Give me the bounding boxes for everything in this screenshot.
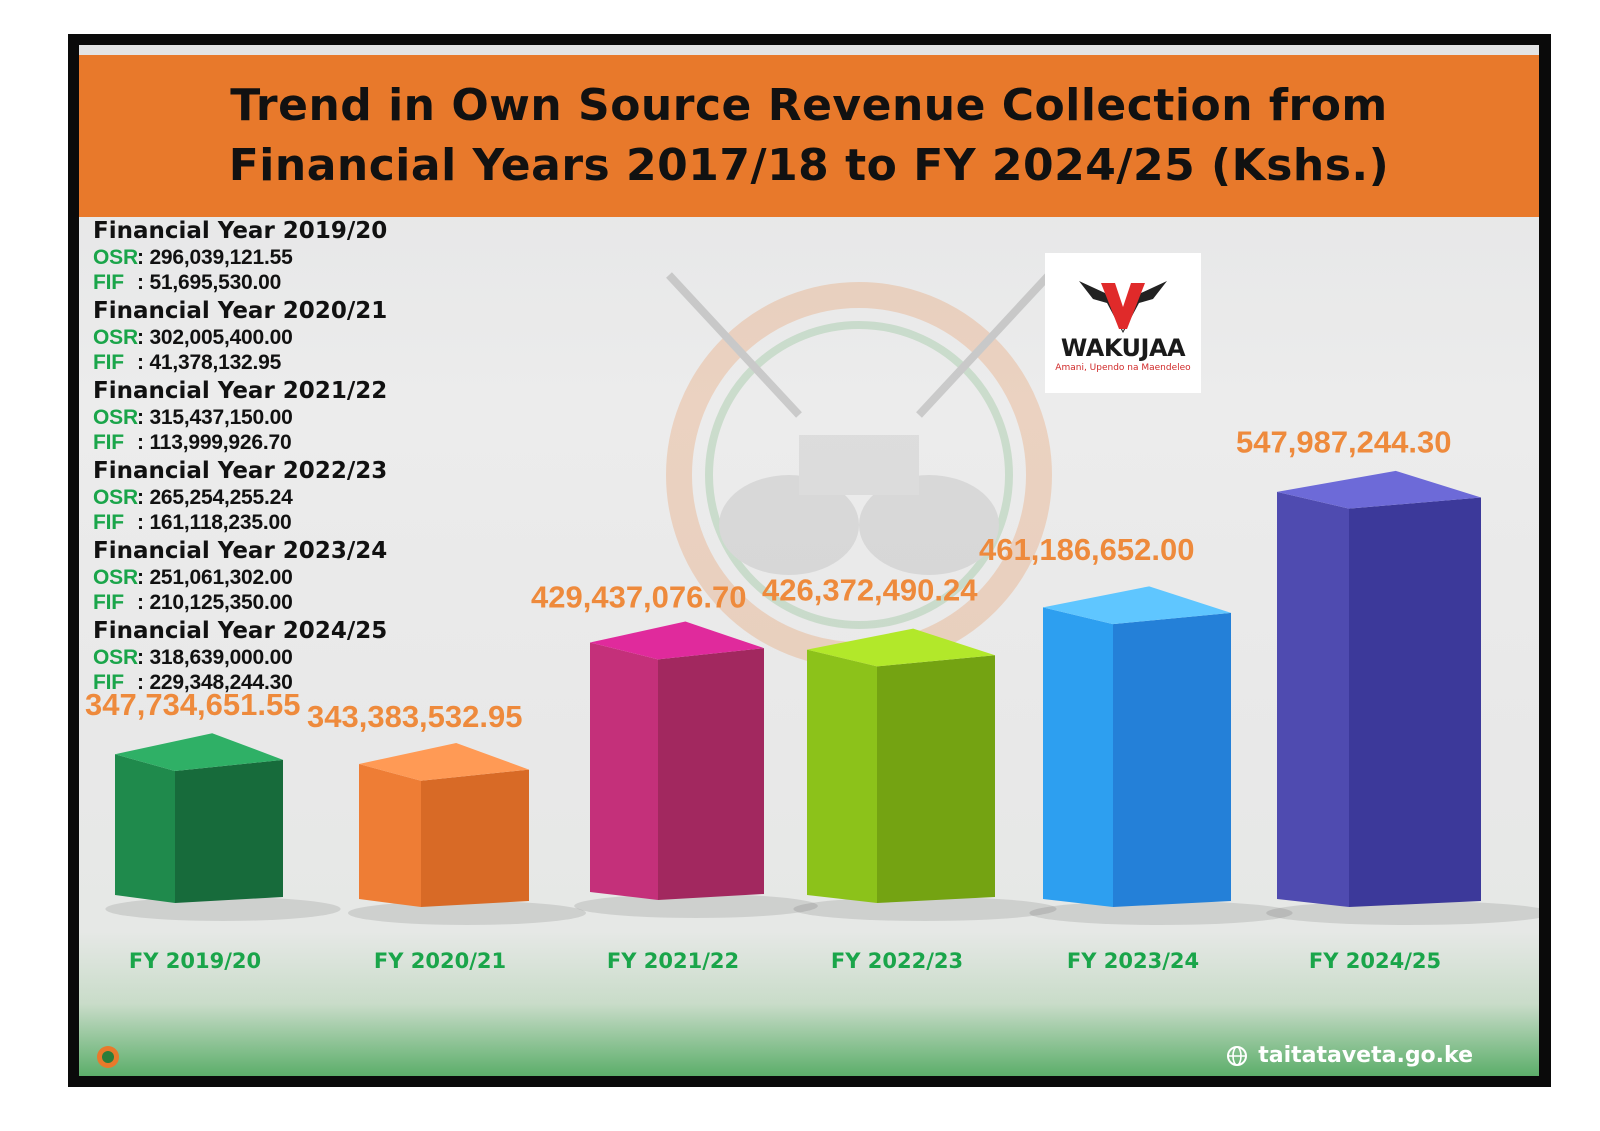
category-label: FY 2022/23 <box>831 949 963 973</box>
bar-value-label: 347,734,651.55 <box>85 687 301 722</box>
logo-wordmark: WAKUJAA <box>1060 334 1186 362</box>
globe-icon <box>1227 1045 1248 1066</box>
breakdown-fif-label: FIF <box>93 511 124 534</box>
breakdown-fif-value: 229,348,244.30 <box>149 671 293 694</box>
bar-value-label: 426,372,490.24 <box>762 572 978 607</box>
bar-front-face <box>877 655 995 903</box>
breakdown-osr-value: 315,437,150.00 <box>149 406 293 429</box>
bar-shadow <box>574 894 818 918</box>
bar-top-face <box>1043 586 1231 625</box>
website-url[interactable]: taitataveta.go.ke <box>1258 1043 1473 1068</box>
bar-front-face <box>1113 612 1231 907</box>
breakdown-osr-row: OSR: 296,039,121.55 <box>93 246 293 269</box>
breakdown-osr-value: 265,254,255.24 <box>149 486 293 509</box>
bar-shadow <box>348 901 586 925</box>
category-label: FY 2024/25 <box>1309 949 1441 973</box>
breakdown-fif-label: FIF <box>93 431 124 454</box>
logo-tagline: Amani, Upendo na Maendeleo <box>1055 363 1191 373</box>
breakdown-item: Financial Year 2021/22 OSR: 315,437,150.0… <box>93 377 513 455</box>
breakdown-title: Financial Year 2022/23 <box>93 458 388 484</box>
bar-top-face <box>807 628 995 667</box>
category-label: FY 2023/24 <box>1067 949 1199 973</box>
breakdown-osr-value: 318,639,000.00 <box>149 646 293 669</box>
breakdown-item: Financial Year 2023/24 OSR: 251,061,302.0… <box>93 537 513 615</box>
breakdown-osr-label: OSR <box>93 246 138 269</box>
bar-shadow <box>1266 901 1539 925</box>
breakdown-fif-value: 210,125,350.00 <box>149 591 293 614</box>
breakdown-item: Financial Year 2019/20 OSR: 296,039,121.5… <box>93 217 513 295</box>
breakdown-osr-row: OSR: 265,254,255.24 <box>93 486 293 509</box>
breakdown-osr-value: 302,005,400.00 <box>149 326 293 349</box>
chart-title-line-2: Financial Years 2017/18 to FY 2024/25 (K… <box>228 140 1390 191</box>
bar-side-face <box>1277 491 1349 907</box>
chart-title-line-1: Trend in Own Source Revenue Collection f… <box>230 80 1388 131</box>
infographic-panel: Trend in Own Source Revenue Collection f… <box>79 45 1539 1076</box>
wakujaa-logo: WAKUJAA Amani, Upendo na Maendeleo <box>1045 253 1201 393</box>
breakdown-fif-row: FIF: 229,348,244.30 <box>93 671 293 694</box>
breakdown-fif-row: FIF: 51,695,530.00 <box>93 271 282 294</box>
breakdown-fif-label: FIF <box>93 591 124 614</box>
breakdown-fif-row: FIF: 161,118,235.00 <box>93 511 292 534</box>
bar-top-face <box>1277 470 1481 509</box>
breakdown-fif-value: 51,695,530.00 <box>149 271 282 294</box>
breakdown-title: Financial Year 2021/22 <box>93 378 388 404</box>
breakdown-fif-row: FIF: 113,999,926.70 <box>93 431 292 454</box>
revenue-bar-chart: 347,734,651.55 FY 2019/20 343,383,532.95 FY… <box>85 425 1539 973</box>
breakdown-osr-label: OSR <box>93 406 138 429</box>
breakdown-osr-label: OSR <box>93 566 138 589</box>
category-label: FY 2019/20 <box>129 949 261 973</box>
bar-top-face <box>590 621 764 660</box>
category-label: FY 2020/21 <box>374 949 506 973</box>
bar-shadow <box>793 897 1057 921</box>
bar-shadow <box>105 897 341 921</box>
bar-front-face <box>175 759 283 903</box>
bar-front-face <box>421 769 529 907</box>
bar-value-label: 429,437,076.70 <box>531 579 747 614</box>
county-crest-icon <box>97 1046 119 1068</box>
breakdown-fif-label: FIF <box>93 671 124 694</box>
breakdown-fif-value: 113,999,926.70 <box>149 431 292 454</box>
bar-side-face <box>1043 607 1113 907</box>
bar-top-face <box>115 733 283 772</box>
breakdown-item: Financial Year 2022/23 OSR: 265,254,255.2… <box>93 457 513 535</box>
breakdown-osr-value: 251,061,302.00 <box>149 566 293 589</box>
title-band: Trend in Own Source Revenue Collection f… <box>79 55 1539 217</box>
wings-w-icon <box>1079 281 1167 333</box>
bar-top-face <box>359 742 529 781</box>
breakdown-osr-row: OSR: 318,639,000.00 <box>93 646 293 669</box>
bar-side-face <box>115 754 175 903</box>
bar-value-label: 547,987,244.30 <box>1236 425 1452 460</box>
breakdown-osr-value: 296,039,121.55 <box>149 246 293 269</box>
breakdown-title: Financial Year 2020/21 <box>93 298 388 324</box>
bar-shadow <box>1029 901 1293 925</box>
breakdown-title: Financial Year 2023/24 <box>93 538 388 564</box>
breakdown-fif-label: FIF <box>93 351 124 374</box>
breakdown-osr-label: OSR <box>93 326 138 349</box>
bar-side-face <box>590 642 658 900</box>
breakdown-osr-label: OSR <box>93 646 138 669</box>
breakdown-list: Financial Year 2019/20 OSR: 296,039,121.5… <box>93 217 513 697</box>
breakdown-title: Financial Year 2019/20 <box>93 218 388 244</box>
breakdown-osr-row: OSR: 315,437,150.00 <box>93 406 293 429</box>
breakdown-fif-row: FIF: 210,125,350.00 <box>93 591 293 614</box>
category-label: FY 2021/22 <box>607 949 739 973</box>
bar-front-face <box>1349 497 1481 907</box>
breakdown-osr-label: OSR <box>93 486 138 509</box>
breakdown-osr-row: OSR: 251,061,302.00 <box>93 566 293 589</box>
breakdown-item: Financial Year 2020/21 OSR: 302,005,400.0… <box>93 297 513 375</box>
breakdown-title: Financial Year 2024/25 <box>93 618 388 644</box>
website-footer[interactable]: taitataveta.go.ke <box>1226 1043 1473 1068</box>
bar-front-face <box>658 648 764 900</box>
breakdown-item: Financial Year 2024/25 OSR: 318,639,000.0… <box>93 617 513 695</box>
breakdown-fif-label: FIF <box>93 271 124 294</box>
breakdown-fif-value: 41,378,132.95 <box>149 351 282 374</box>
breakdown-osr-row: OSR: 302,005,400.00 <box>93 326 293 349</box>
breakdown-fif-row: FIF: 41,378,132.95 <box>93 351 282 374</box>
breakdown-fif-value: 161,118,235.00 <box>149 511 292 534</box>
bar-side-face <box>807 649 877 903</box>
bar-value-label: 461,186,652.00 <box>979 532 1195 567</box>
bar-value-label: 343,383,532.95 <box>307 699 523 734</box>
bar-side-face <box>359 763 421 907</box>
